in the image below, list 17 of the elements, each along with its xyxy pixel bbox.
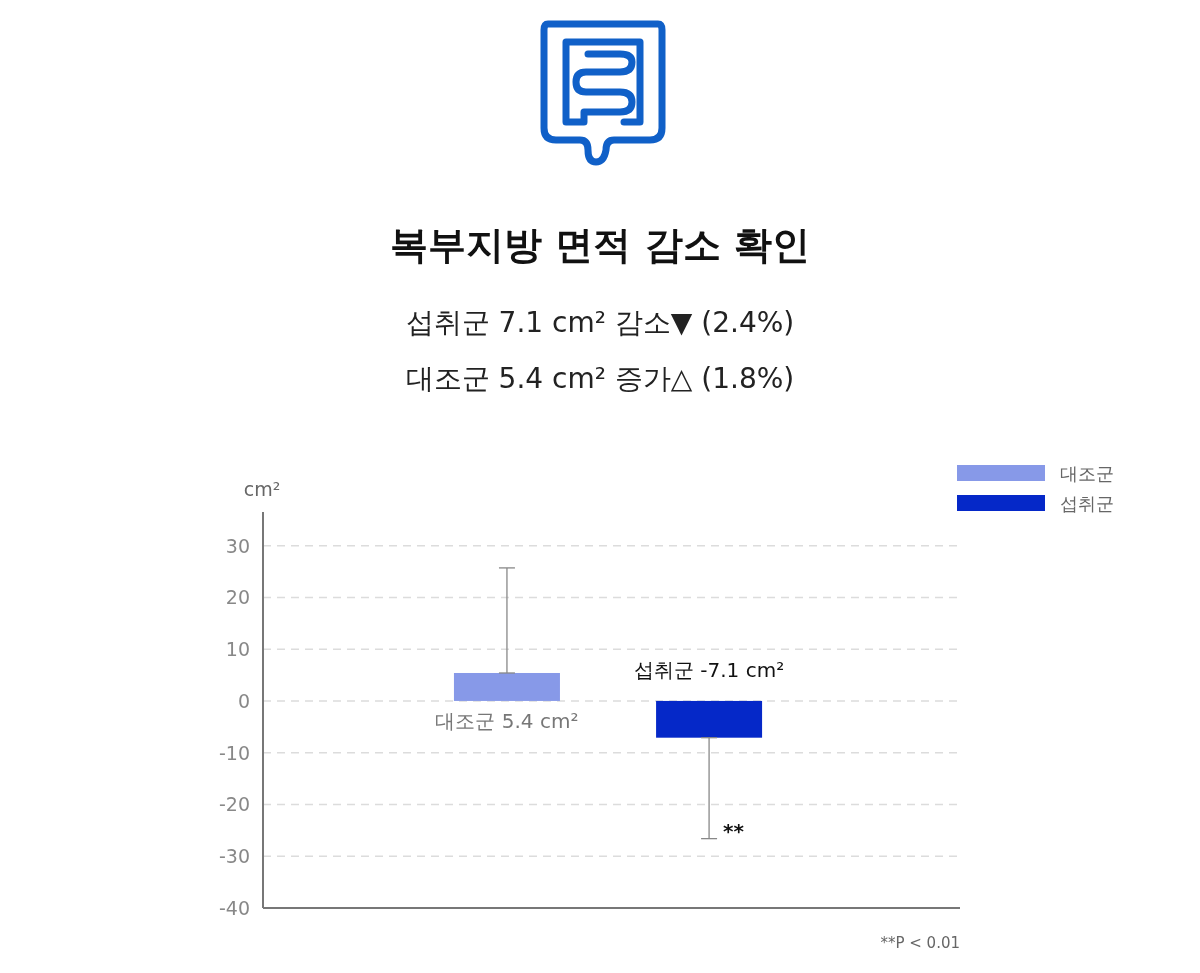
legend-label: 대조군	[1060, 463, 1114, 484]
data-label: 섭취군 -7.1 cm²	[633, 657, 785, 682]
y-tick-label: 30	[225, 534, 250, 557]
y-tick-label: -10	[218, 741, 250, 764]
y-tick-label: -30	[218, 845, 250, 868]
text: **P < 0.01	[880, 934, 960, 952]
chart-subtitle: 섭취군 7.1 cm² 감소▼ (2.4%) 대조군 5.4 cm² 증가△ (1.8%)	[405, 306, 795, 395]
data-label: 대조군 5.4 cm²	[435, 708, 579, 733]
y-tick-label: 0	[237, 689, 250, 712]
legend-label: 섭취군	[1060, 493, 1114, 514]
y-tick-label: 10	[225, 638, 250, 661]
y-tick-label: -20	[218, 793, 250, 816]
chart-title: 복부지방 면적 감소 확인	[390, 223, 810, 267]
annotation: **	[723, 819, 745, 844]
y-tick-label: -40	[218, 897, 250, 919]
y-axis-title: cm²	[243, 478, 281, 500]
y-tick-label: 20	[225, 586, 250, 609]
